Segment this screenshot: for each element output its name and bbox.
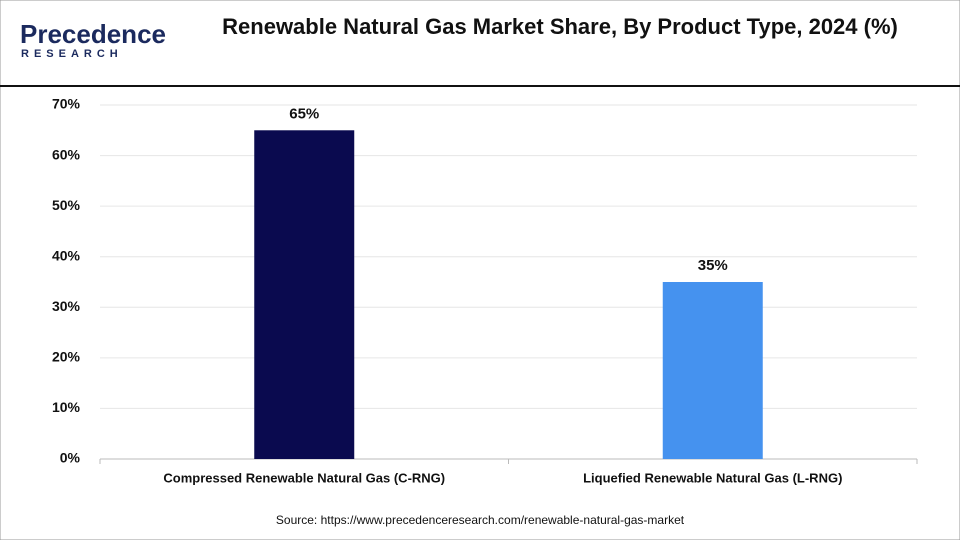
y-tick-label: 50% [52,197,81,213]
y-tick-label: 60% [52,146,81,162]
y-tick-label: 10% [52,399,81,415]
x-tick-label: Compressed Renewable Natural Gas (C-RNG) [163,470,445,485]
y-tick-label: 20% [52,349,81,365]
y-tick-label: 0% [60,450,81,466]
y-tick-label: 30% [52,298,81,314]
logo-name: Precedence [20,19,166,49]
bar [662,282,763,459]
y-tick-label: 70% [52,96,81,112]
bar [254,130,355,460]
chart-title: Renewable Natural Gas Market Share, By P… [222,14,898,39]
data-label: 35% [698,257,728,274]
data-label: 65% [289,105,319,122]
x-tick-label: Liquefied Renewable Natural Gas (L-RNG) [583,470,842,485]
source: Source: https://www.precedenceresearch.c… [276,513,685,527]
logo-tagline: RESEARCH [21,48,123,60]
y-tick-label: 40% [52,247,81,263]
